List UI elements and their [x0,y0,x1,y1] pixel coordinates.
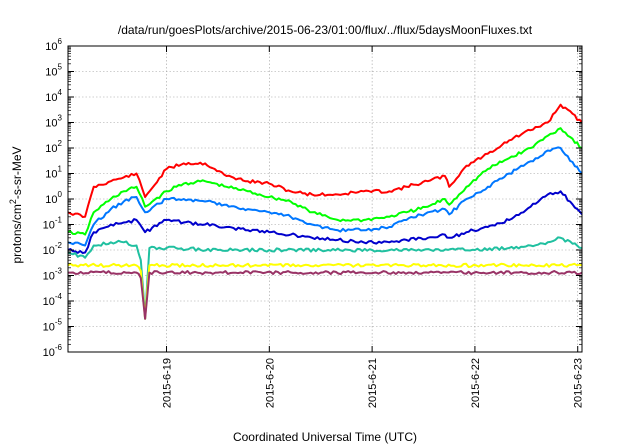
series-line-7 [68,270,582,320]
x-tick-label: 2015-6-20 [264,358,276,408]
series-line-6 [68,262,582,320]
x-tick-label: 2015-6-19 [162,358,174,408]
series-layer [68,103,582,320]
y-tick-label: 10-2 [43,241,63,257]
y-tick-label: 101 [45,165,62,181]
y-tick-label: 102 [45,139,62,155]
series-line-3 [68,146,582,247]
series-line-5 [68,236,582,320]
y-tick-label: 105 [45,63,62,79]
x-tick-label: 2015-6-21 [367,358,379,408]
series-line-2 [68,127,582,236]
y-tick-label: 10-3 [43,267,63,283]
y-tick-label: 10-5 [43,318,63,334]
y-tick-label: 106 [45,37,62,53]
y-tick-label: 104 [45,88,62,104]
y-tick-label: 10-1 [43,216,63,232]
x-axis-label: Coordinated Universal Time (UTC) [233,430,417,444]
y-tick-labels: 10-6 10-5 10-4 10-3 10-2 10-1 100 101 102 103 104 1… [43,37,63,359]
y-axis-label: protons/cm2-s-sr-MeV [8,146,24,263]
ticks [68,45,582,353]
y-tick-label: 10-6 [43,343,63,359]
series-line-4 [68,190,582,254]
y-tick-label: 100 [45,190,62,206]
y-tick-label: 10-4 [43,292,63,308]
chart-title: /data/run/goesPlots/archive/2015-06-23/0… [118,23,533,37]
series-line-1 [68,103,582,218]
x-tick-label: 2015-6-22 [470,358,482,408]
y-tick-label: 103 [45,114,62,130]
x-tick-labels: 2015-6-19 2015-6-20 2015-6-21 2015-6-22 2015… [162,358,585,408]
x-tick-label: 2015-6-23 [573,358,585,408]
